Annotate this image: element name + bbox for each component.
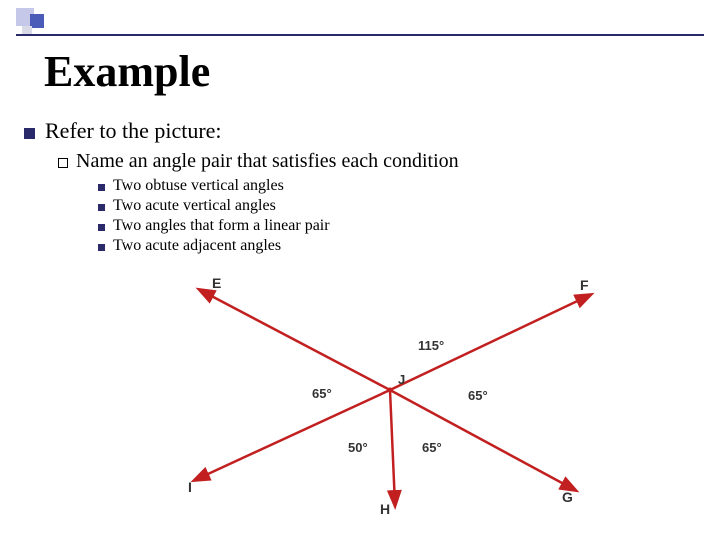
svg-text:G: G <box>562 489 573 505</box>
bullet-level3-list: Two obtuse vertical angles Two acute ver… <box>98 177 696 255</box>
small-square-bullet-icon <box>98 184 105 191</box>
svg-text:H: H <box>380 501 390 517</box>
list-item: Two acute vertical angles <box>98 197 696 215</box>
title-underline <box>16 34 704 36</box>
bullet-level2-text: Name an angle pair that satisfies each c… <box>76 150 459 173</box>
svg-text:65°: 65° <box>312 386 332 401</box>
list-item-text: Two acute adjacent angles <box>113 237 281 255</box>
small-square-bullet-icon <box>98 244 105 251</box>
angle-diagram: 115°65°65°50°65° EFGHIJ <box>170 280 610 520</box>
bullet-level2: Name an angle pair that satisfies each c… <box>58 150 696 173</box>
slide-title: Example <box>44 46 210 97</box>
svg-text:115°: 115° <box>418 338 444 353</box>
hollow-square-bullet-icon <box>58 158 68 168</box>
svg-text:E: E <box>212 275 221 291</box>
svg-text:J: J <box>398 372 405 387</box>
list-item: Two obtuse vertical angles <box>98 177 696 195</box>
svg-text:I: I <box>188 479 192 495</box>
diagram-svg: 115°65°65°50°65° EFGHIJ <box>170 280 610 520</box>
list-item: Two angles that form a linear pair <box>98 217 696 235</box>
list-item: Two acute adjacent angles <box>98 237 696 255</box>
small-square-bullet-icon <box>98 204 105 211</box>
svg-text:65°: 65° <box>422 440 442 455</box>
svg-text:50°: 50° <box>348 440 368 455</box>
list-item-text: Two obtuse vertical angles <box>113 177 284 195</box>
svg-text:F: F <box>580 277 589 293</box>
content-area: Refer to the picture: Name an angle pair… <box>24 118 696 257</box>
bullet-level1: Refer to the picture: <box>24 118 696 144</box>
list-item-text: Two angles that form a linear pair <box>113 217 330 235</box>
bullet-level1-text: Refer to the picture: <box>45 118 222 144</box>
svg-text:65°: 65° <box>468 388 488 403</box>
small-square-bullet-icon <box>98 224 105 231</box>
list-item-text: Two acute vertical angles <box>113 197 276 215</box>
square-bullet-icon <box>24 128 35 139</box>
